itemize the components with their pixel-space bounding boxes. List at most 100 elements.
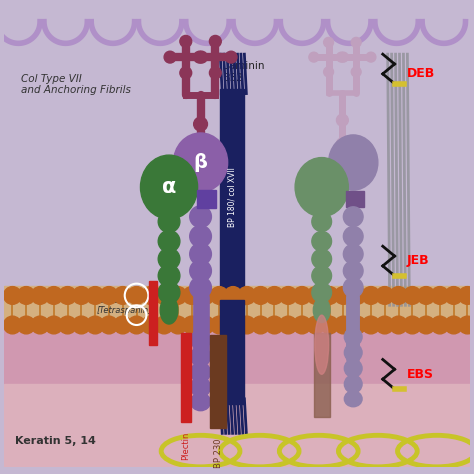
Circle shape: [324, 37, 334, 47]
Circle shape: [335, 287, 352, 304]
Ellipse shape: [140, 155, 198, 219]
Circle shape: [210, 36, 221, 47]
Circle shape: [337, 114, 348, 126]
Circle shape: [141, 316, 159, 334]
Text: DEB: DEB: [406, 67, 435, 81]
Circle shape: [158, 230, 180, 252]
Circle shape: [337, 138, 348, 150]
Circle shape: [194, 117, 208, 131]
Circle shape: [114, 316, 132, 334]
Circle shape: [190, 243, 211, 265]
Circle shape: [343, 261, 363, 281]
Circle shape: [100, 316, 118, 334]
Circle shape: [158, 265, 180, 287]
Text: Keratin 5, 14: Keratin 5, 14: [15, 436, 96, 446]
Circle shape: [351, 37, 361, 47]
Circle shape: [265, 316, 283, 334]
Circle shape: [191, 330, 210, 350]
Ellipse shape: [313, 298, 330, 322]
Bar: [4, 286, 470, 345]
Circle shape: [225, 51, 237, 63]
Circle shape: [403, 287, 421, 304]
Circle shape: [180, 67, 191, 79]
Ellipse shape: [191, 393, 210, 410]
Circle shape: [431, 316, 449, 334]
Bar: [197, 190, 216, 208]
Circle shape: [344, 359, 362, 377]
Bar: [4, 384, 470, 467]
Circle shape: [445, 287, 463, 304]
Circle shape: [238, 287, 255, 304]
Circle shape: [73, 316, 90, 334]
Circle shape: [128, 287, 146, 304]
Bar: [220, 301, 244, 404]
Circle shape: [191, 377, 210, 397]
Circle shape: [293, 287, 311, 304]
Bar: [346, 191, 364, 207]
Circle shape: [196, 51, 208, 63]
Circle shape: [158, 282, 180, 303]
Circle shape: [403, 316, 421, 334]
Circle shape: [252, 316, 270, 334]
Circle shape: [194, 51, 206, 63]
Circle shape: [279, 316, 297, 334]
Circle shape: [197, 287, 214, 304]
Circle shape: [86, 287, 104, 304]
Circle shape: [343, 278, 363, 297]
Text: BP 180/ col XVII: BP 180/ col XVII: [228, 167, 237, 227]
Circle shape: [344, 375, 362, 393]
Text: Laminin
332: Laminin 332: [223, 61, 264, 82]
Text: JEB: JEB: [406, 255, 429, 267]
Circle shape: [312, 266, 331, 286]
Text: BP 230: BP 230: [214, 438, 223, 468]
Circle shape: [197, 316, 214, 334]
Text: Plectin: Plectin: [181, 431, 190, 460]
Circle shape: [191, 363, 210, 382]
Circle shape: [307, 287, 325, 304]
Bar: [149, 281, 157, 345]
Circle shape: [158, 211, 180, 232]
Circle shape: [180, 36, 191, 47]
Text: Col Type VII
and Anchoring Fibrils: Col Type VII and Anchoring Fibrils: [21, 74, 131, 95]
Circle shape: [169, 287, 187, 304]
Circle shape: [164, 51, 176, 63]
Circle shape: [321, 316, 338, 334]
Circle shape: [324, 67, 334, 77]
Circle shape: [190, 206, 211, 228]
Ellipse shape: [328, 135, 378, 190]
Circle shape: [351, 67, 361, 77]
Circle shape: [31, 287, 49, 304]
Ellipse shape: [160, 296, 178, 324]
Circle shape: [376, 316, 393, 334]
Circle shape: [158, 248, 180, 270]
Circle shape: [279, 287, 297, 304]
Circle shape: [390, 287, 407, 304]
Circle shape: [252, 287, 270, 304]
Circle shape: [128, 316, 146, 334]
Circle shape: [362, 316, 380, 334]
Circle shape: [390, 316, 407, 334]
Bar: [181, 333, 191, 421]
Ellipse shape: [344, 391, 362, 407]
Bar: [210, 335, 226, 428]
Circle shape: [190, 226, 211, 247]
Ellipse shape: [173, 133, 228, 192]
Circle shape: [459, 316, 474, 334]
Circle shape: [224, 287, 242, 304]
Circle shape: [312, 249, 331, 269]
Circle shape: [141, 287, 159, 304]
Circle shape: [45, 316, 63, 334]
Circle shape: [169, 316, 187, 334]
Circle shape: [348, 287, 366, 304]
Text: β: β: [193, 153, 208, 172]
Circle shape: [210, 287, 228, 304]
Bar: [4, 0, 470, 305]
Circle shape: [155, 287, 173, 304]
Circle shape: [335, 316, 352, 334]
Circle shape: [337, 52, 346, 62]
Circle shape: [445, 316, 463, 334]
Circle shape: [312, 283, 331, 302]
Circle shape: [376, 287, 393, 304]
Circle shape: [4, 316, 21, 334]
Circle shape: [155, 316, 173, 334]
